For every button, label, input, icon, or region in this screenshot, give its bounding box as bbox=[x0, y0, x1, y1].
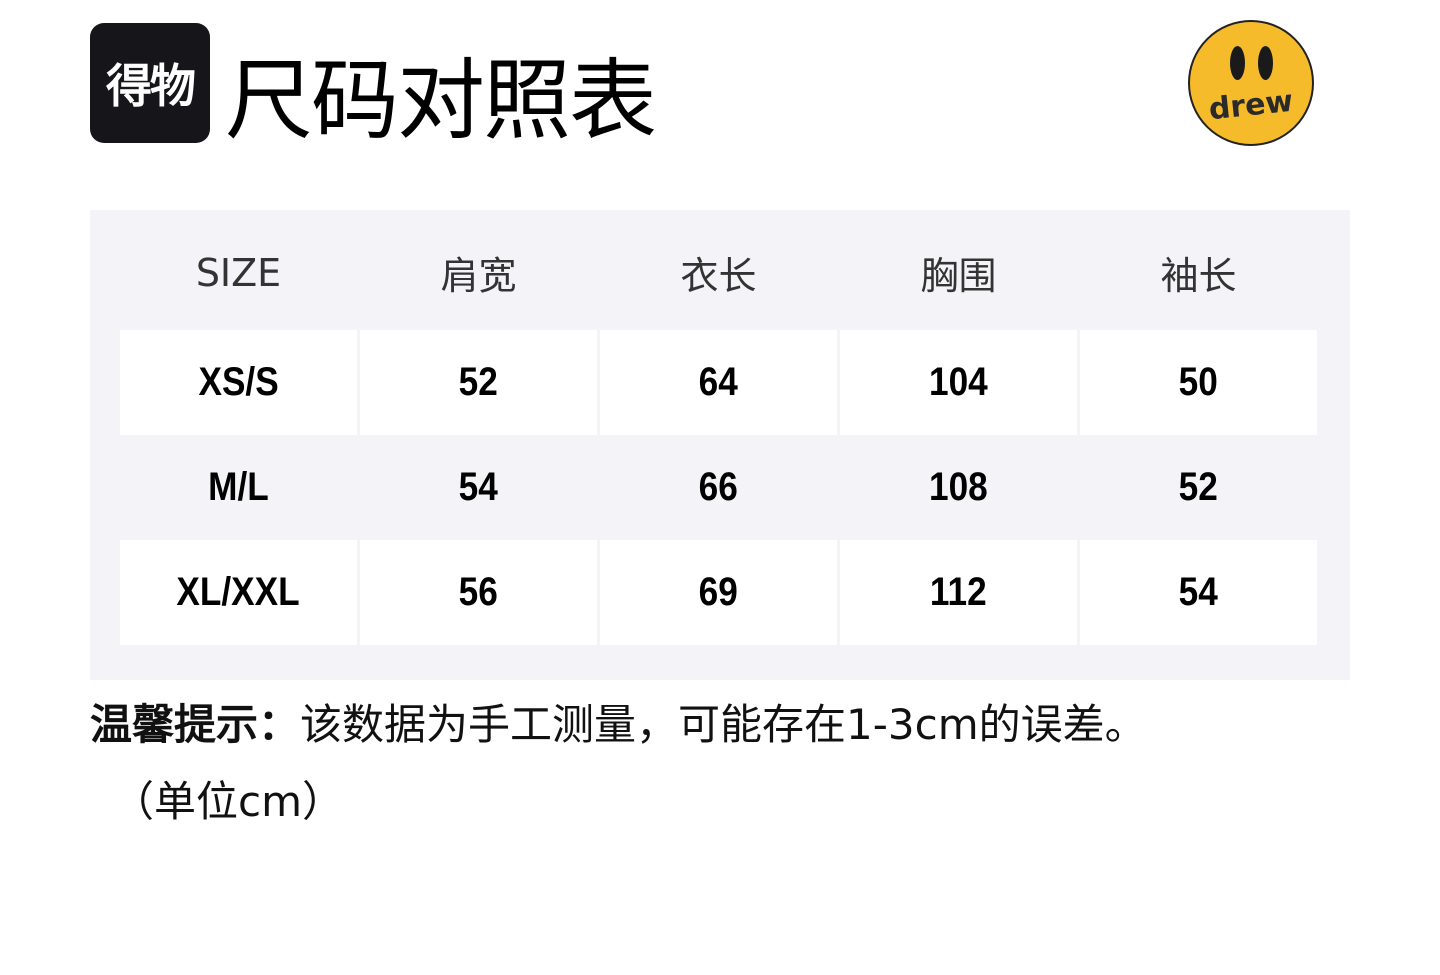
table-row: XL/XXL 56 69 112 54 bbox=[120, 540, 1320, 645]
header-cell: 肩宽 bbox=[440, 254, 517, 298]
value-cell: 112 bbox=[930, 570, 987, 614]
value-cell: 66 bbox=[698, 465, 739, 509]
eye-icon bbox=[1230, 46, 1245, 80]
value-cell: 52 bbox=[458, 360, 499, 404]
value-cell: 56 bbox=[458, 570, 499, 614]
value-cell: 104 bbox=[929, 360, 988, 404]
value-cell: 69 bbox=[698, 570, 739, 614]
size-cell: XS/S bbox=[198, 360, 279, 404]
tip-label: 温馨提示： bbox=[90, 700, 301, 749]
size-table: SIZE 肩宽 衣长 胸围 袖长 XS/S 52 64 104 50 M/L 5… bbox=[90, 210, 1350, 680]
drew-smiley-logo: drew bbox=[1188, 20, 1314, 146]
header-cell: 袖长 bbox=[1160, 254, 1237, 298]
value-cell: 54 bbox=[1178, 570, 1219, 614]
header-cell: 衣长 bbox=[680, 254, 757, 298]
logo-text: 得物 bbox=[106, 59, 196, 113]
value-cell: 64 bbox=[698, 360, 739, 404]
value-cell: 50 bbox=[1178, 360, 1219, 404]
dewu-logo: 得物 bbox=[90, 23, 210, 143]
drew-logo-text: drew bbox=[1207, 83, 1295, 128]
table-row: XS/S 52 64 104 50 bbox=[120, 330, 1320, 435]
page-title: 尺码对照表 bbox=[225, 49, 657, 152]
tip-note: 温馨提示：该数据为手工测量，可能存在1-3cm的误差。 bbox=[90, 695, 1390, 755]
header-cell: 胸围 bbox=[920, 254, 997, 298]
value-cell: 52 bbox=[1178, 465, 1219, 509]
value-cell: 108 bbox=[929, 465, 988, 509]
tip-text: 该数据为手工测量，可能存在1-3cm的误差。 bbox=[300, 700, 1147, 749]
table-row: M/L 54 66 108 52 bbox=[120, 435, 1320, 540]
size-cell: XL/XXL bbox=[176, 570, 301, 614]
unit-note: （单位cm） bbox=[112, 777, 345, 826]
table-header-row: SIZE 肩宽 衣长 胸围 袖长 bbox=[120, 220, 1320, 325]
size-cell: M/L bbox=[208, 465, 269, 509]
eye-icon bbox=[1258, 46, 1273, 80]
header-cell: SIZE bbox=[195, 250, 282, 295]
value-cell: 54 bbox=[458, 465, 499, 509]
